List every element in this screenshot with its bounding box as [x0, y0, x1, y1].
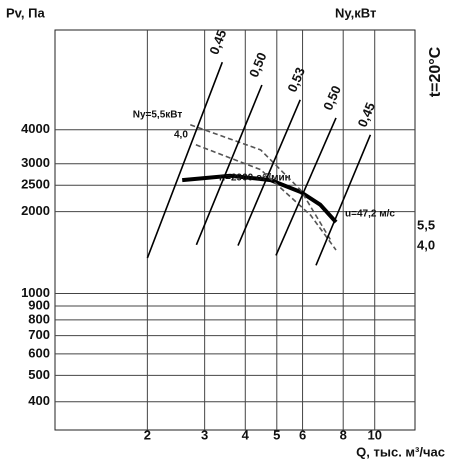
series-line: [315, 134, 372, 266]
series-line: [275, 117, 337, 256]
series-line: [237, 99, 301, 246]
y-tick-label: 3000: [21, 155, 50, 170]
series-line: [190, 124, 331, 240]
annotation: 4,0: [417, 237, 435, 252]
plot-frame: [54, 29, 416, 431]
series-label: n=2900 об/мин: [219, 172, 291, 184]
y-tick-label: 4000: [21, 121, 50, 136]
y-tick-label: 900: [28, 297, 50, 312]
x-tick-label: 3: [201, 427, 208, 442]
y-tick-label: 700: [28, 327, 50, 342]
x-tick-label: 5: [273, 427, 280, 442]
annotation: u=47,2 м/с: [345, 209, 395, 220]
x-tick-label: 6: [299, 427, 306, 442]
y2-axis-label: Ny,кВт: [335, 5, 376, 20]
y-tick-label: 2000: [21, 203, 50, 218]
y-tick-label: 600: [28, 345, 50, 360]
x-tick-label: 2: [144, 427, 151, 442]
x-tick-label: 8: [340, 427, 347, 442]
series-line: [182, 173, 338, 224]
series-label: 4,0: [174, 129, 188, 140]
side-label: t=20°C: [427, 46, 444, 97]
y-tick-label: 2500: [21, 177, 50, 192]
series-line: [195, 84, 263, 246]
x-axis-label: Q, тыс. м³/час: [356, 444, 445, 459]
annotation: 5,5: [417, 217, 435, 232]
series-line: [195, 144, 337, 251]
y-tick-label: 400: [28, 393, 50, 408]
y-tick-label: 800: [28, 311, 50, 326]
x-tick-label: 10: [367, 427, 381, 442]
y-axis-label: Pv, Па: [6, 5, 46, 20]
series-label: Ny=5,5кВт: [133, 109, 183, 120]
series-line: [146, 61, 224, 259]
x-tick-label: 4: [242, 427, 250, 442]
y-tick-label: 500: [28, 367, 50, 382]
y-tick-label: 1000: [21, 285, 50, 300]
